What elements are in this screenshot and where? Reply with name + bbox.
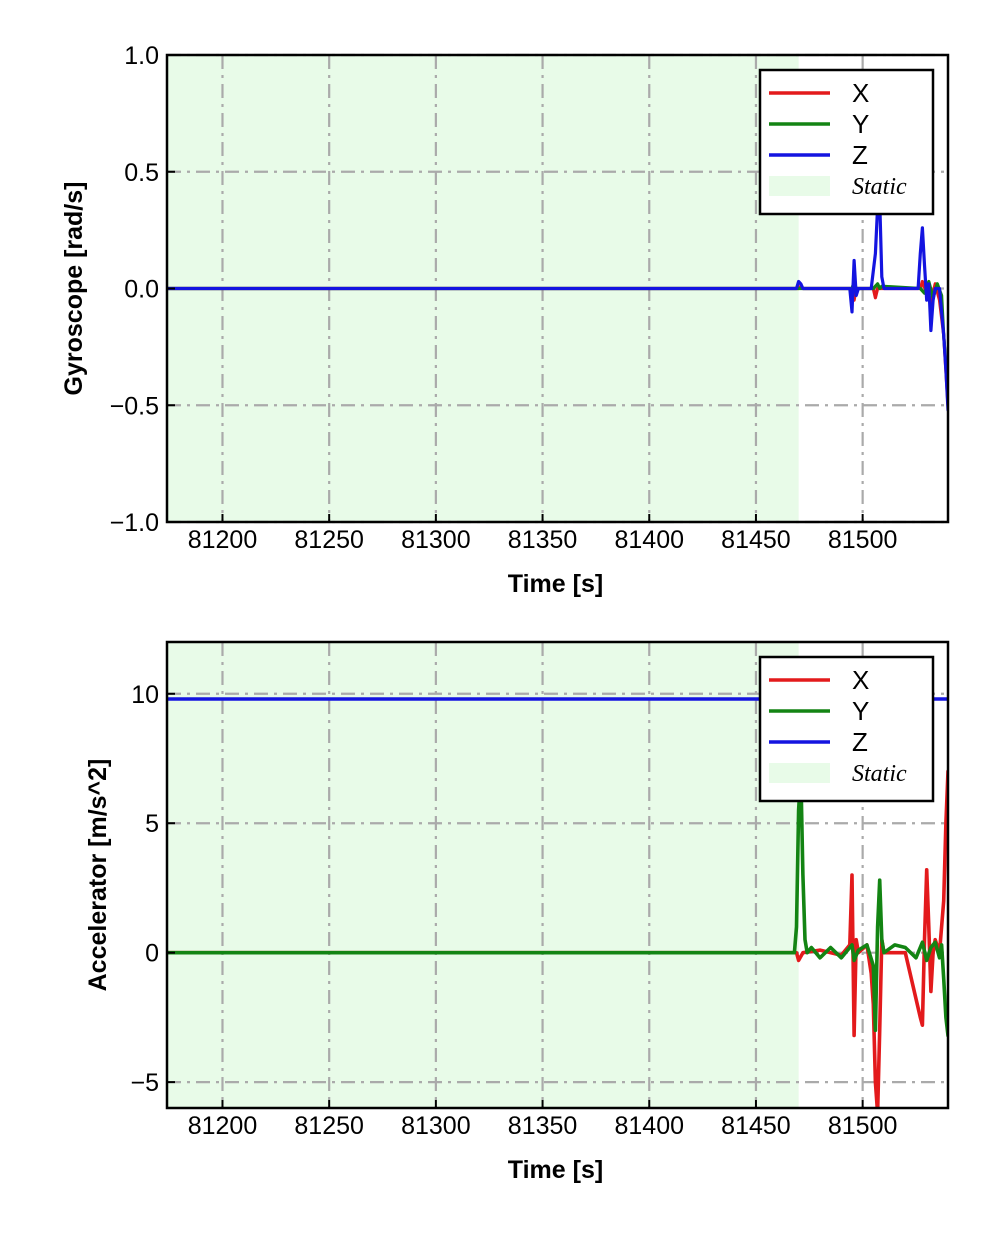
x-tick-label: 81250: [294, 1112, 364, 1140]
legend-label-y: Y: [852, 109, 869, 139]
x-axis-label: Time [s]: [508, 1156, 603, 1184]
chart-panel-1: 81200 81250 81300 81350 81400 81450 81500 −1.0 −…: [60, 42, 950, 598]
legend: XYZ Static: [758, 655, 935, 803]
x-axis-label: Time [s]: [508, 570, 603, 598]
legend-label-z: Z: [852, 727, 868, 757]
x-tick-label: 81350: [508, 526, 578, 554]
x-tick-label: 81300: [401, 1112, 471, 1140]
y-tick-label: −5: [130, 1069, 159, 1097]
y-tick-label: −0.5: [110, 392, 159, 420]
y-tick-label: 0.0: [124, 276, 159, 304]
x-tick-label: 81200: [188, 526, 258, 554]
y-tick-label: 1.0: [124, 42, 159, 70]
x-tick-label: 81400: [614, 1112, 684, 1140]
x-tick-label: 81500: [828, 1112, 898, 1140]
x-tick-label: 81450: [721, 1112, 791, 1140]
plot-frame: [165, 640, 950, 1110]
series-group: [167, 198, 948, 412]
legend-label-static: Static: [852, 761, 907, 787]
y-tick-label: 0.5: [124, 159, 159, 187]
y-axis-label: Gyroscope [rad/s]: [60, 182, 88, 396]
legend: XYZ Static: [758, 68, 935, 216]
series-line-y: [167, 769, 948, 1038]
x-tick-label: 81300: [401, 526, 471, 554]
legend-label-y: Y: [852, 696, 869, 726]
legend-label-z: Z: [852, 140, 868, 170]
legend-label-x: X: [852, 665, 869, 695]
y-tick-label: 10: [131, 681, 159, 709]
legend-swatch-static: [769, 763, 830, 783]
legend-swatch-static: [769, 176, 830, 196]
x-tick-label: 81500: [828, 526, 898, 554]
static-region: [167, 642, 799, 1108]
y-axis-label: Accelerator [m/s^2]: [84, 759, 112, 992]
x-tick-label: 81200: [188, 1112, 258, 1140]
legend-label-x: X: [852, 78, 869, 108]
x-tick-label: 81350: [508, 1112, 578, 1140]
x-tick-label: 81250: [294, 526, 364, 554]
y-tick-label: 0: [145, 940, 159, 968]
y-tick-label: −1.0: [110, 509, 159, 537]
series-line-z: [167, 198, 948, 412]
x-tick-label: 81450: [721, 526, 791, 554]
chart-panel-2: 81200 81250 81300 81350 81400 81450 81500 −5 0 5 1…: [84, 640, 950, 1184]
y-tick-label: 5: [145, 810, 159, 838]
legend-label-static: Static: [852, 174, 907, 200]
x-tick-label: 81400: [614, 526, 684, 554]
